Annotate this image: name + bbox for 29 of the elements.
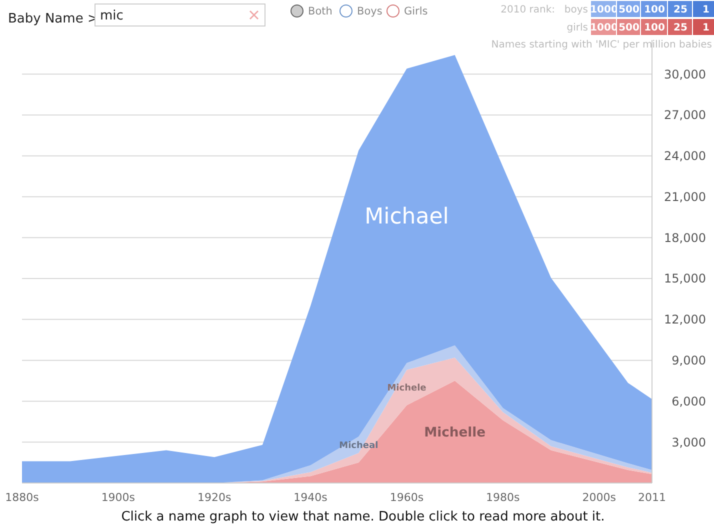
x-tick-label: 1880s <box>5 490 40 504</box>
x-tick-label: 2000s <box>582 490 616 504</box>
y-tick-label: 21,000 <box>664 190 706 204</box>
text: Boys <box>357 6 382 18</box>
y-tick-label: 24,000 <box>664 149 706 164</box>
x-tick-label: 1980s <box>486 490 520 504</box>
y-tick-label: 27,000 <box>664 108 706 122</box>
y-tick-label: 12,000 <box>664 312 706 327</box>
x-tick-label: 2011 <box>638 490 666 504</box>
chart-subtitle: Names starting with 'MIC' per million babies <box>491 40 712 50</box>
y-tick-label: 18,000 <box>664 230 706 245</box>
y-tick-label: 30,000 <box>664 67 706 82</box>
search-field: mic <box>94 4 266 26</box>
y-tick-label: 9,000 <box>672 354 706 368</box>
text: 2010 rank: <box>500 4 555 16</box>
text: Click a name graph to view that name. Double click to read more about it. <box>121 510 605 525</box>
series-label: Michelle <box>424 425 486 440</box>
series-label: Michael <box>364 204 449 230</box>
y-tick-label: 15,000 <box>664 272 706 286</box>
x-tick-label: 1900s <box>101 490 136 504</box>
x-tick-label: 1940s <box>294 490 328 504</box>
text: Girls <box>404 6 428 18</box>
text: boys <box>564 4 588 16</box>
y-tick-label: 3,000 <box>672 435 706 450</box>
x-tick-label: 1960s <box>390 490 424 504</box>
text: Both <box>308 6 332 18</box>
y-tick-label: 6,000 <box>672 394 706 408</box>
x-tick-label: 1920s <box>198 490 232 504</box>
text: girls <box>566 22 588 34</box>
